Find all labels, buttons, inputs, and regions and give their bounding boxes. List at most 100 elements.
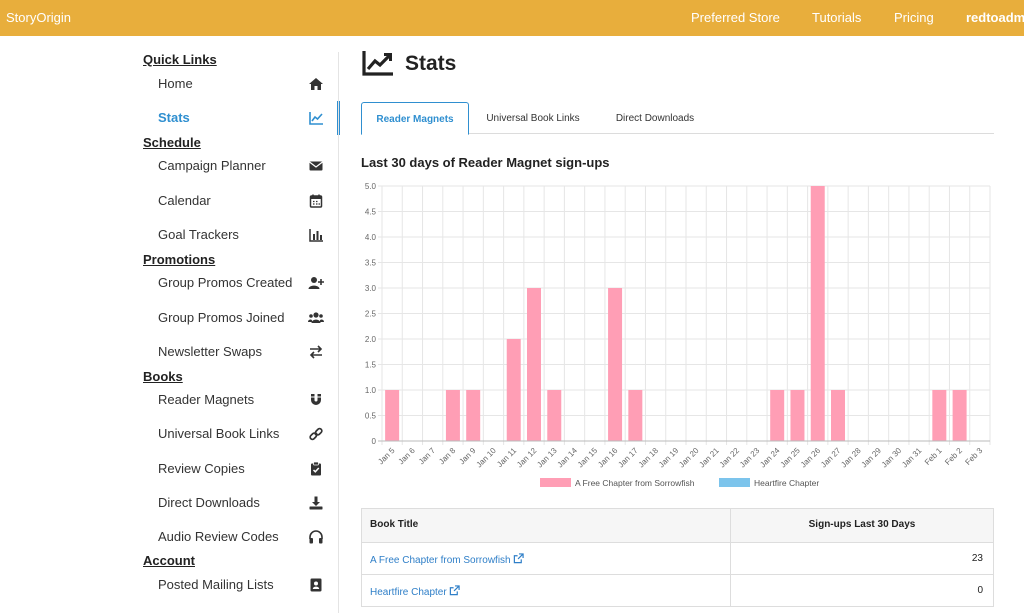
y-tick-label: 1.0 bbox=[365, 386, 377, 395]
legend-label: A Free Chapter from Sorrowfish bbox=[575, 478, 695, 488]
exchange-icon bbox=[309, 345, 323, 359]
x-tick-label: Jan 7 bbox=[417, 446, 438, 467]
y-tick-label: 3.0 bbox=[365, 284, 377, 293]
book-link[interactable]: Heartfire Chapter bbox=[370, 585, 460, 598]
bar bbox=[831, 390, 845, 441]
external-link-icon bbox=[449, 585, 460, 596]
sidebar-item-label: Reader Magnets bbox=[158, 392, 255, 407]
legend-swatch bbox=[540, 478, 571, 487]
sidebar-item-newsletter-swaps[interactable]: Newsletter Swaps bbox=[140, 337, 338, 367]
sidebar-item-label: Group Promos Joined bbox=[158, 310, 285, 325]
section-quick-links: Quick Links bbox=[143, 52, 217, 67]
sidebar-item-calendar[interactable]: Calendar bbox=[140, 186, 338, 216]
download-icon bbox=[309, 496, 323, 510]
table-row: Heartfire Chapter 0 bbox=[362, 574, 993, 606]
sidebar-item-label: Home bbox=[158, 76, 193, 91]
y-tick-label: 3.5 bbox=[365, 259, 377, 268]
calendar-icon bbox=[309, 194, 323, 208]
sidebar-item-audio-review-codes[interactable]: Audio Review Codes bbox=[140, 522, 338, 552]
tabs-underline bbox=[361, 133, 994, 134]
clipboard-check-icon bbox=[311, 461, 321, 476]
chart-line-icon bbox=[362, 51, 393, 76]
home-icon bbox=[309, 78, 323, 90]
bar bbox=[547, 390, 562, 441]
bar bbox=[932, 390, 947, 441]
chart-line-icon bbox=[309, 112, 323, 125]
sidebar-item-label: Direct Downloads bbox=[158, 495, 260, 510]
sidebar-item-group-promos-created[interactable]: Group Promos Created bbox=[140, 268, 338, 298]
bar bbox=[445, 390, 460, 441]
users-icon bbox=[308, 312, 324, 323]
x-tick-label: Jan 30 bbox=[880, 446, 904, 470]
x-tick-label: Feb 2 bbox=[943, 446, 964, 467]
x-tick-label: Jan 18 bbox=[637, 446, 661, 470]
x-tick-label: Jan 22 bbox=[718, 446, 742, 470]
x-tick-label: Jan 6 bbox=[397, 446, 418, 467]
nav-preferred-store[interactable]: Preferred Store bbox=[691, 10, 780, 25]
sidebar-item-posted-mailing-lists[interactable]: Posted Mailing Lists bbox=[140, 570, 338, 600]
tab-direct-downloads[interactable]: Direct Downloads bbox=[615, 113, 695, 124]
sidebar-item-label: Review Copies bbox=[158, 461, 245, 476]
sidebar-item-universal-book-links[interactable]: Universal Book Links bbox=[140, 419, 338, 449]
sidebar-item-label: Campaign Planner bbox=[158, 158, 266, 173]
section-account: Account bbox=[143, 553, 195, 568]
nav-tutorials[interactable]: Tutorials bbox=[812, 10, 862, 25]
legend-swatch bbox=[719, 478, 750, 487]
bar bbox=[952, 390, 967, 441]
bar bbox=[527, 288, 541, 441]
bar bbox=[790, 390, 805, 441]
x-tick-label: Feb 1 bbox=[923, 446, 944, 467]
bar bbox=[506, 339, 521, 441]
bar bbox=[770, 390, 785, 441]
x-tick-label: Jan 16 bbox=[596, 446, 620, 470]
x-tick-label: Jan 24 bbox=[758, 446, 782, 470]
table-header-row: Book Title Sign-ups Last 30 Days bbox=[362, 509, 993, 542]
chart-heading: Last 30 days of Reader Magnet sign-ups bbox=[361, 155, 610, 170]
envelope-icon bbox=[309, 161, 323, 171]
x-tick-label: Jan 19 bbox=[657, 446, 681, 470]
sidebar-item-home[interactable]: Home bbox=[140, 69, 338, 99]
tab-universal-book-links[interactable]: Universal Book Links bbox=[486, 113, 580, 124]
y-tick-label: 4.0 bbox=[365, 233, 377, 242]
bar-chart-icon bbox=[309, 229, 323, 242]
sidebar-item-goal-trackers[interactable]: Goal Trackers bbox=[140, 220, 338, 250]
x-tick-label: Jan 27 bbox=[819, 446, 843, 470]
sidebar-item-campaign-planner[interactable]: Campaign Planner bbox=[140, 151, 338, 181]
sidebar-item-label: Posted Mailing Lists bbox=[158, 577, 274, 592]
nav-pricing[interactable]: Pricing bbox=[894, 10, 934, 25]
bar bbox=[385, 390, 400, 441]
x-tick-label: Jan 11 bbox=[495, 446, 518, 469]
page-title: Stats bbox=[405, 52, 457, 75]
book-signups-table: Book Title Sign-ups Last 30 Days A Free … bbox=[361, 508, 994, 607]
user-plus-icon bbox=[308, 277, 324, 289]
column-header-book-title: Book Title bbox=[370, 519, 419, 530]
sidebar-item-direct-downloads[interactable]: Direct Downloads bbox=[140, 488, 338, 518]
sidebar-item-label: Stats bbox=[158, 110, 190, 125]
x-tick-label: Jan 14 bbox=[556, 446, 580, 470]
top-navbar: StoryOrigin Preferred Store Tutorials Pr… bbox=[0, 0, 1024, 36]
sidebar-item-review-copies[interactable]: Review Copies bbox=[140, 454, 338, 484]
sidebar-item-label: Universal Book Links bbox=[158, 426, 280, 441]
sidebar-item-group-promos-joined[interactable]: Group Promos Joined bbox=[140, 303, 338, 333]
x-tick-label: Jan 31 bbox=[900, 446, 924, 470]
book-link[interactable]: A Free Chapter from Sorrowfish bbox=[370, 553, 524, 566]
bar bbox=[466, 390, 481, 441]
y-tick-label: 4.5 bbox=[365, 208, 377, 217]
headphones-icon bbox=[309, 530, 323, 544]
sidebar-item-stats[interactable]: Stats bbox=[140, 101, 340, 135]
section-books: Books bbox=[143, 369, 183, 384]
legend-label: Heartfire Chapter bbox=[754, 478, 819, 488]
bar bbox=[810, 186, 825, 441]
brand-logo[interactable]: StoryOrigin bbox=[6, 10, 72, 25]
sidebar-item-label: Calendar bbox=[158, 193, 211, 208]
y-tick-label: 5.0 bbox=[365, 182, 377, 191]
y-tick-label: 1.5 bbox=[365, 361, 377, 370]
tab-reader-magnets[interactable]: Reader Magnets bbox=[361, 102, 469, 135]
section-schedule: Schedule bbox=[143, 135, 201, 150]
x-tick-label: Jan 12 bbox=[515, 446, 539, 470]
y-tick-label: 0 bbox=[372, 437, 377, 446]
sidebar-item-reader-magnets[interactable]: Reader Magnets bbox=[140, 385, 338, 415]
external-link-icon bbox=[513, 553, 524, 564]
y-tick-label: 2.0 bbox=[365, 335, 377, 344]
nav-user-menu[interactable]: redtoadme bbox=[966, 10, 1024, 25]
